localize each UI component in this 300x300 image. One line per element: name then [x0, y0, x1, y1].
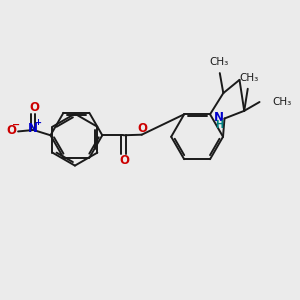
Text: O: O [119, 154, 129, 166]
Text: H: H [215, 120, 223, 130]
Text: CH₃: CH₃ [273, 97, 292, 107]
Text: −: − [12, 119, 20, 129]
Text: CH₃: CH₃ [209, 57, 228, 67]
Text: N: N [214, 110, 224, 124]
Text: O: O [7, 124, 16, 137]
Text: N: N [28, 122, 38, 135]
Text: O: O [137, 122, 147, 135]
Text: O: O [29, 101, 39, 114]
Text: +: + [34, 118, 42, 127]
Text: CH₃: CH₃ [239, 74, 259, 83]
